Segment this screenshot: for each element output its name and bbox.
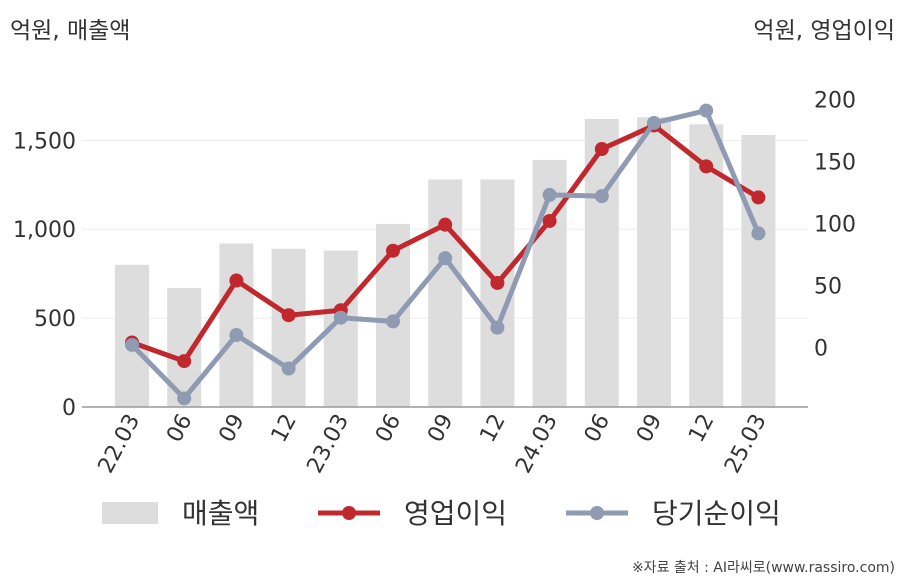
x-tick-label: 09 xyxy=(214,410,249,446)
data-point xyxy=(177,391,192,406)
bar xyxy=(741,135,776,407)
x-tick-label: 09 xyxy=(423,410,458,446)
legend-label: 영업이익 xyxy=(404,497,507,530)
bar xyxy=(219,243,254,407)
x-tick-label: 25.03 xyxy=(720,410,772,477)
x-tick-labels: 22.03 06 09 12 23.03 06 09 12 24.03 06 09 12 25.03 xyxy=(94,410,772,477)
data-point xyxy=(281,308,296,323)
x-tick-label: 12 xyxy=(684,410,719,446)
data-point xyxy=(594,142,609,157)
data-point xyxy=(177,354,192,369)
line-series xyxy=(125,103,766,406)
right-tick-label: 50 xyxy=(814,274,842,299)
left-axis-label: 억원, 매출액 xyxy=(10,18,130,44)
data-point xyxy=(386,314,400,329)
x-tick-label: 23.03 xyxy=(302,410,354,477)
legend-marker xyxy=(342,506,356,520)
x-tick-label: 12 xyxy=(267,410,302,446)
legend-swatch xyxy=(102,502,158,524)
x-tick-label: 09 xyxy=(632,410,667,446)
right-tick-label: 0 xyxy=(814,336,828,361)
data-point xyxy=(229,273,244,288)
right-axis-label: 억원, 영업이익 xyxy=(753,18,895,44)
x-tick-label: 24.03 xyxy=(511,410,563,477)
source-note: ※자료 출처 : AI라씨로(www.rassiro.com) xyxy=(632,560,895,576)
x-tick-label: 22.03 xyxy=(94,410,146,477)
bar xyxy=(637,117,671,407)
legend-marker xyxy=(590,506,604,520)
x-tick-label: 06 xyxy=(580,410,615,446)
data-point xyxy=(699,103,714,118)
legend: 매출액 영업이익 당기순이익 xyxy=(102,497,781,530)
data-point xyxy=(438,251,453,266)
x-tick-label: 06 xyxy=(162,410,197,446)
legend-label: 당기순이익 xyxy=(652,497,781,530)
x-tick-label: 12 xyxy=(475,410,510,446)
data-point xyxy=(647,115,661,130)
left-tick-label: 500 xyxy=(34,307,76,332)
data-point xyxy=(751,226,766,241)
data-point xyxy=(594,189,609,204)
data-point xyxy=(542,213,557,228)
right-tick-label: 200 xyxy=(814,88,856,113)
data-point xyxy=(229,328,244,343)
right-tick-label: 150 xyxy=(814,150,856,175)
bar xyxy=(271,248,306,407)
legend-label: 매출액 xyxy=(182,497,259,530)
data-point xyxy=(333,310,348,325)
right-tick-labels: 0 50 100 150 200 xyxy=(814,88,856,361)
left-tick-labels: 0 500 1,000 1,500 xyxy=(13,129,76,421)
left-tick-label: 1,000 xyxy=(13,218,76,243)
data-point xyxy=(125,337,139,352)
left-tick-label: 1,500 xyxy=(13,129,76,154)
data-point xyxy=(281,361,296,376)
data-point xyxy=(490,320,505,335)
bar xyxy=(428,179,463,407)
bar-series xyxy=(115,117,776,407)
data-point xyxy=(542,187,557,202)
data-point xyxy=(438,217,453,232)
data-point xyxy=(386,243,400,258)
data-point xyxy=(699,159,714,174)
data-point xyxy=(751,190,766,205)
data-point xyxy=(490,275,505,290)
x-tick-label: 06 xyxy=(371,410,406,446)
left-tick-label: 0 xyxy=(62,396,76,421)
right-tick-label: 100 xyxy=(814,212,856,237)
